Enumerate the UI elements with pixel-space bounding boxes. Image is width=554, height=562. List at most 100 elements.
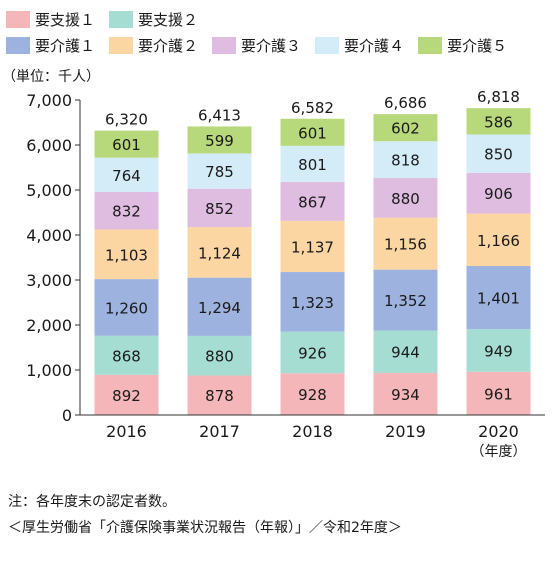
bar-segment xyxy=(280,181,345,221)
x-tick-label: 2019 xyxy=(385,422,426,441)
data-label: 961 xyxy=(484,385,513,403)
legend-swatch xyxy=(109,36,134,54)
bar-segment xyxy=(280,118,345,146)
legend-label: 要介護４ xyxy=(344,36,405,55)
bar-segment xyxy=(94,279,159,336)
bar-segment xyxy=(373,330,438,373)
data-label: 1,156 xyxy=(384,236,427,254)
bar-segment xyxy=(466,134,531,173)
bar-segment xyxy=(466,329,531,372)
data-label: 880 xyxy=(391,190,420,208)
data-label: 1,166 xyxy=(477,232,520,250)
x-axis-unit-label: （年度） xyxy=(471,444,527,460)
bar-segment xyxy=(466,172,531,214)
data-label: 764 xyxy=(112,167,141,185)
y-tick-label: 0 xyxy=(62,406,72,425)
bar-segment xyxy=(94,157,159,193)
bar-segment xyxy=(466,108,531,135)
legend-item-yoshien-1: 要支援１ xyxy=(6,9,95,30)
data-label: 1,124 xyxy=(198,244,241,262)
legend-label: 要介護２ xyxy=(138,36,199,55)
legend-label: 要介護１ xyxy=(35,36,96,55)
footnote: 注：各年度末の認定者数。 xyxy=(8,494,176,510)
total-label: 6,686 xyxy=(384,94,427,112)
bar-segment xyxy=(187,227,252,278)
legend-label: 要支援１ xyxy=(35,10,96,29)
bar-segment xyxy=(280,373,345,415)
bar-segment xyxy=(280,272,345,332)
data-label: 906 xyxy=(484,185,513,203)
data-label: 801 xyxy=(298,156,327,174)
bar-segment xyxy=(187,277,252,336)
data-label: 1,103 xyxy=(105,246,148,264)
bar-segment xyxy=(373,141,438,179)
legend-item-yokaigo-2: 要介護２ xyxy=(109,35,198,56)
legend-swatch xyxy=(212,36,237,54)
data-label: 880 xyxy=(205,348,234,366)
y-tick-label: 5,000 xyxy=(26,181,72,200)
legend-label: 要介護５ xyxy=(447,36,508,55)
data-label: 867 xyxy=(298,193,327,211)
data-label: 599 xyxy=(205,132,234,150)
data-label: 926 xyxy=(298,344,327,362)
data-label: 818 xyxy=(391,152,420,170)
y-tick-label: 6,000 xyxy=(26,136,72,155)
data-label: 878 xyxy=(205,387,234,405)
x-tick-label: 2016 xyxy=(106,422,147,441)
data-label: 1,352 xyxy=(384,292,427,310)
data-label: 852 xyxy=(205,200,234,218)
bar-segment xyxy=(280,331,345,374)
legend-row-2: 要介護１ 要介護２ 要介護３ 要介護４ 要介護５ xyxy=(6,32,551,58)
legend-item-yoshien-2: 要支援２ xyxy=(109,9,198,30)
total-label: 6,413 xyxy=(198,106,241,124)
legend-row-1: 要支援１ 要支援２ xyxy=(6,6,551,32)
data-label: 1,260 xyxy=(105,299,148,317)
bar-segment xyxy=(187,335,252,376)
bar-segment xyxy=(373,217,438,270)
bar-segment xyxy=(280,145,345,182)
bar-segment xyxy=(466,213,531,267)
data-label: 1,137 xyxy=(291,238,334,256)
legend-label: 要介護３ xyxy=(241,36,302,55)
data-label: 1,323 xyxy=(291,294,334,312)
y-tick-label: 7,000 xyxy=(26,91,72,110)
bar-segment xyxy=(466,371,531,415)
bar-segment xyxy=(187,153,252,189)
data-label: 892 xyxy=(112,387,141,405)
stacked-bar-chart: 0 1,000 2,000 3,000 4,000 5,000 6,000 7,000 892 8… xyxy=(26,88,545,460)
bar-segment xyxy=(94,130,159,158)
y-tick-label: 4,000 xyxy=(26,226,72,245)
data-label: 602 xyxy=(391,120,420,138)
bar-segment xyxy=(466,266,531,330)
data-label: 868 xyxy=(112,347,141,365)
x-tick-label: 2020 xyxy=(478,422,519,441)
data-label: 944 xyxy=(391,344,420,362)
data-label: 601 xyxy=(112,136,141,154)
bar-segment xyxy=(373,269,438,331)
data-label: 832 xyxy=(112,203,141,221)
bar-segment xyxy=(94,192,159,230)
source-citation: ＜厚生労働省「介護保険事業状況報告（年報）」／令和2年度＞ xyxy=(8,520,402,536)
total-label: 6,582 xyxy=(291,99,334,117)
bar-segment xyxy=(373,372,438,415)
y-axis-unit-label: （単位：千人） xyxy=(2,69,100,85)
bar-segment xyxy=(94,374,159,415)
y-tick-label: 1,000 xyxy=(26,361,72,380)
data-label: 601 xyxy=(298,124,327,142)
legend-swatch xyxy=(418,36,443,54)
data-label: 1,401 xyxy=(477,290,520,308)
legend: 要支援１ 要支援２ 要介護１ 要介護２ 要介護３ 要介護４ 要介護５ xyxy=(6,6,551,58)
x-tick-label: 2017 xyxy=(199,422,240,441)
legend-swatch xyxy=(6,10,30,28)
total-label: 6,320 xyxy=(105,111,148,129)
legend-item-yokaigo-4: 要介護４ xyxy=(315,35,404,56)
data-label: 928 xyxy=(298,386,327,404)
data-label: 785 xyxy=(205,163,234,181)
bar-segment xyxy=(187,375,252,415)
bar-segment xyxy=(94,229,159,280)
legend-swatch xyxy=(6,36,30,54)
legend-swatch xyxy=(315,36,340,54)
data-label: 1,294 xyxy=(198,299,241,317)
legend-item-yokaigo-5: 要介護５ xyxy=(418,35,507,56)
data-label: 850 xyxy=(484,146,513,164)
